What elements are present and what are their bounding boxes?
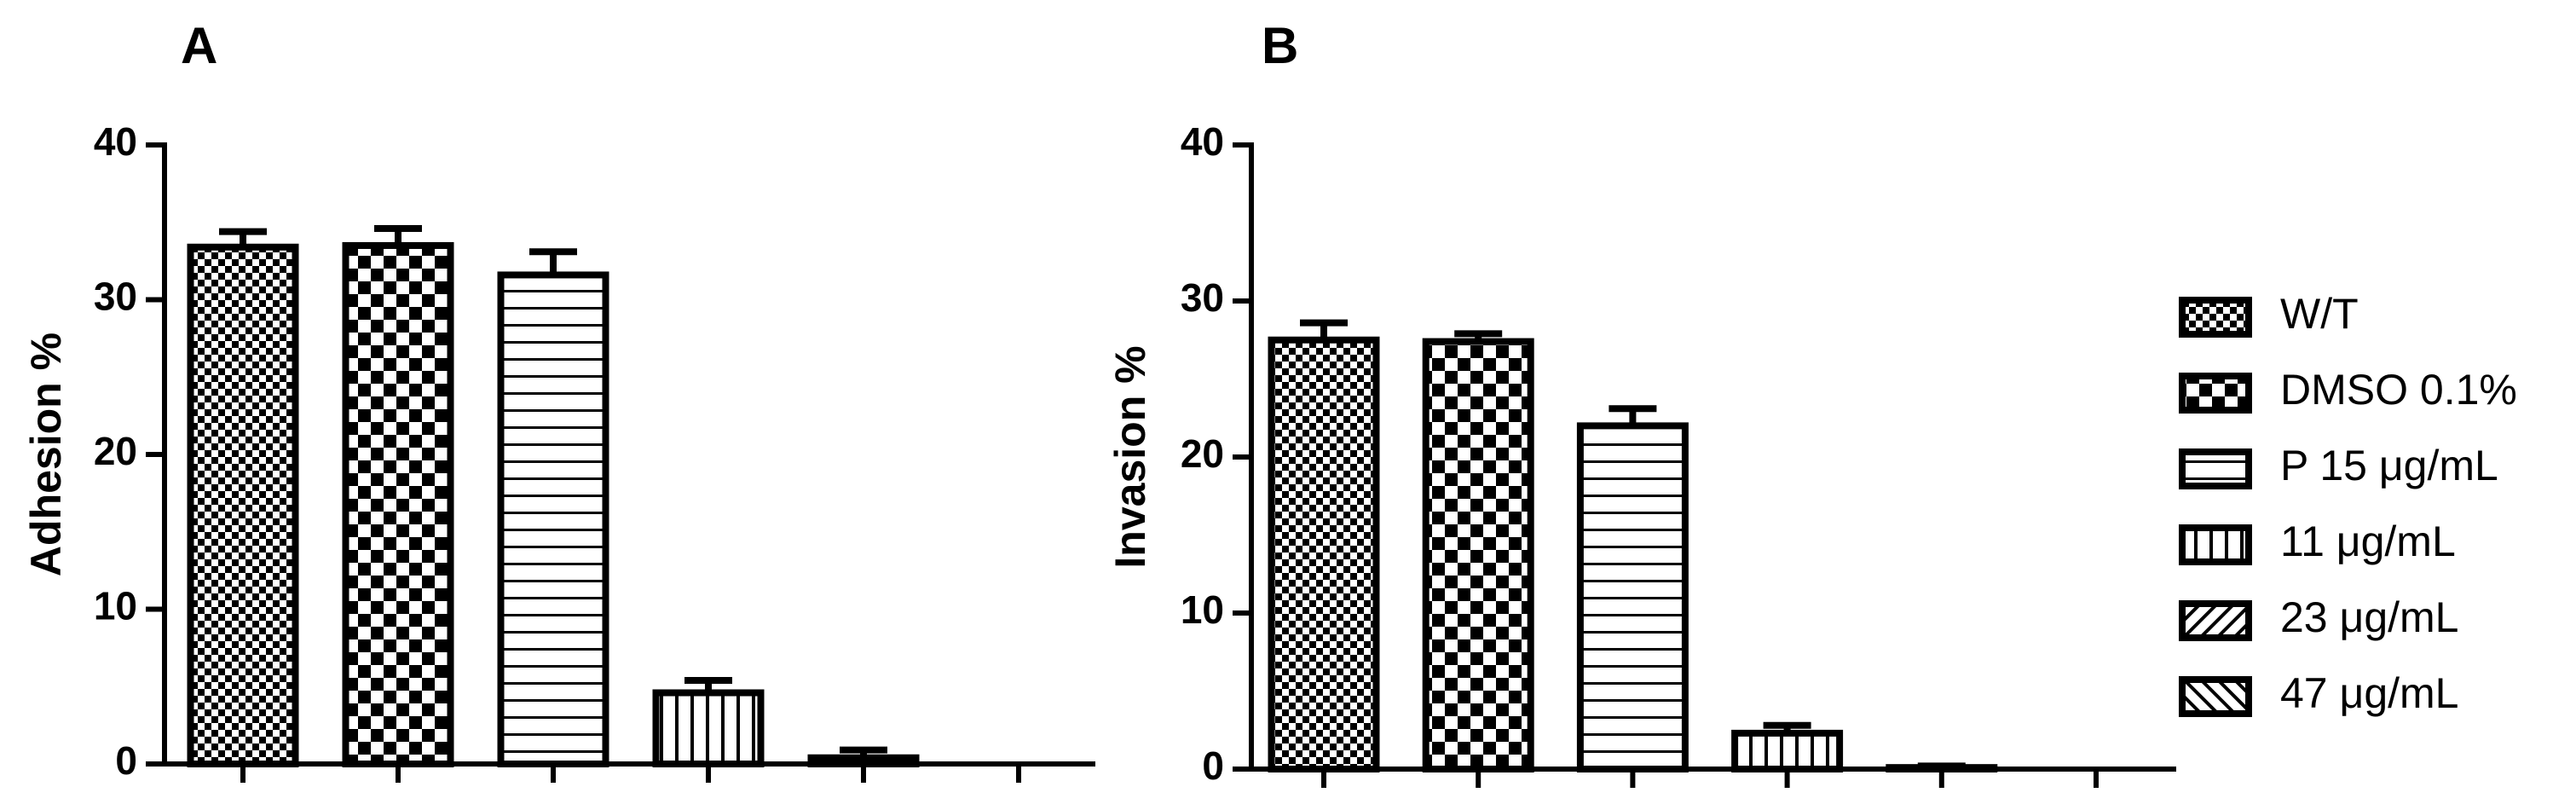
legend-label: DMSO 0.1% <box>2280 366 2517 414</box>
error-bar <box>529 248 577 275</box>
y-tick-label: 20 <box>1181 431 1224 476</box>
legend-swatch <box>2179 373 2252 414</box>
legend-label: 23 μg/mL <box>2280 593 2458 641</box>
legend-swatch <box>2179 600 2252 641</box>
panel-title: B <box>1262 17 1298 74</box>
legend-swatch <box>2179 448 2252 489</box>
y-tick-label: 30 <box>1181 275 1224 320</box>
y-tick-label: 0 <box>115 738 137 783</box>
y-tick-label: 40 <box>94 119 137 164</box>
y-tick-label: 10 <box>94 584 137 628</box>
legend-swatch <box>2179 297 2252 338</box>
y-tick-label: 30 <box>94 275 137 319</box>
legend-swatch <box>2179 676 2252 717</box>
y-axis-label: Adhesion % <box>22 333 70 576</box>
y-axis-label: Invasion % <box>1106 345 1154 568</box>
bar <box>1731 729 1844 772</box>
legend-label: 11 μg/mL <box>2280 518 2456 565</box>
bar <box>187 243 299 768</box>
y-tick-label: 20 <box>94 429 137 473</box>
legend-label: P 15 μg/mL <box>2280 442 2498 489</box>
y-tick-label: 10 <box>1181 587 1224 632</box>
panel-title: A <box>181 17 217 74</box>
legend-label: W/T <box>2280 290 2359 338</box>
bar <box>1576 422 1689 772</box>
bar <box>342 241 454 768</box>
bar <box>652 689 765 768</box>
bar <box>497 271 609 767</box>
y-tick-label: 0 <box>1202 743 1224 788</box>
bar <box>1422 338 1534 772</box>
bar <box>1268 336 1380 772</box>
y-tick-label: 40 <box>1181 119 1224 164</box>
legend-label: 47 μg/mL <box>2280 669 2458 717</box>
legend-swatch <box>2179 524 2252 565</box>
